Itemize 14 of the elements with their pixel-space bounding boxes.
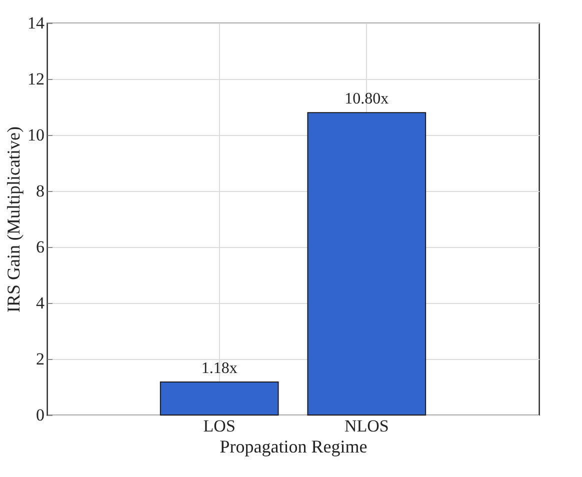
y-tick-label: 10 (28, 126, 44, 144)
y-tick-label: 0 (36, 406, 44, 424)
data-label: 1.18x (201, 360, 238, 377)
x-axis-title: Propagation Regime (220, 436, 368, 456)
x-tick-label: LOS (203, 416, 236, 436)
data-label: 10.80x (344, 90, 389, 108)
y-tick-label: 8 (36, 182, 44, 200)
y-tick-label: 6 (36, 238, 44, 256)
y-axis-title: IRS Gain (Multiplicative) (4, 126, 24, 312)
y-tick-label: 12 (28, 70, 44, 88)
x-tick-label: NLOS (344, 416, 389, 436)
y-tick-label: 4 (36, 294, 45, 312)
y-tick-label: 2 (36, 350, 44, 368)
y-tick-label: 14 (28, 14, 45, 32)
